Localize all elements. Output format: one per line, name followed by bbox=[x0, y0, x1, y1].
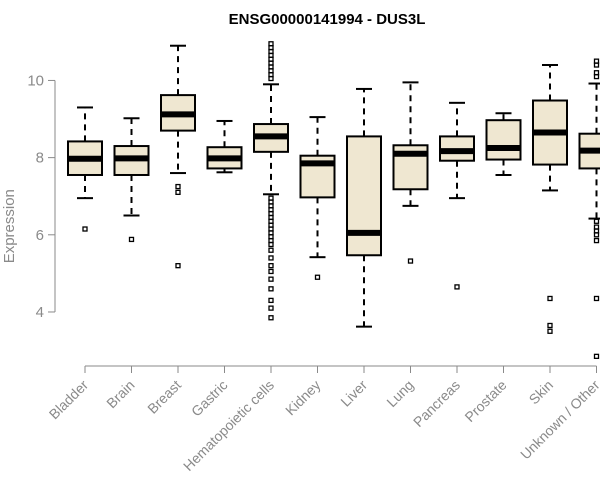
box-group bbox=[299, 116, 336, 280]
box-group bbox=[160, 44, 196, 269]
x-tick-label: Unknown / Other bbox=[517, 377, 600, 463]
outlier-point bbox=[593, 62, 600, 68]
outlier-point bbox=[547, 322, 553, 329]
x-tick-label: Brain bbox=[103, 377, 137, 411]
outlier-point bbox=[268, 75, 274, 82]
outlier-point bbox=[314, 274, 321, 280]
outlier-point bbox=[593, 237, 600, 244]
outlier-point bbox=[268, 247, 274, 253]
outlier-point bbox=[175, 263, 181, 269]
outlier-point bbox=[593, 218, 600, 224]
outlier-point bbox=[593, 353, 600, 360]
outlier-point bbox=[454, 284, 460, 290]
box-group bbox=[206, 119, 243, 174]
outlier-point bbox=[82, 226, 88, 232]
outlier-point bbox=[407, 258, 414, 264]
outlier-point bbox=[547, 328, 553, 334]
outlier-point bbox=[593, 295, 600, 302]
outlier-point bbox=[175, 189, 181, 196]
box-group bbox=[532, 64, 568, 334]
x-tick-label: Skin bbox=[526, 377, 557, 408]
box bbox=[346, 135, 382, 257]
y-tick-label: 8 bbox=[36, 150, 44, 167]
y-tick-label: 4 bbox=[36, 304, 44, 321]
box-group bbox=[113, 117, 150, 243]
y-tick-label: 10 bbox=[27, 72, 44, 89]
y-tick-label: 6 bbox=[36, 227, 44, 244]
outlier-point bbox=[268, 263, 274, 269]
box bbox=[485, 119, 522, 161]
box-group bbox=[67, 106, 103, 232]
outlier-point bbox=[268, 315, 274, 321]
outlier-point bbox=[128, 236, 135, 243]
box-group bbox=[346, 87, 382, 328]
chart-title: ENSG00000141994 - DUS3L bbox=[229, 11, 426, 28]
outlier-point bbox=[593, 232, 600, 238]
x-tick-label: Hematopoietic cells bbox=[180, 377, 277, 474]
y-axis: 4 6 8 10 bbox=[27, 72, 56, 321]
outlier-point bbox=[593, 73, 600, 80]
box-group bbox=[439, 101, 475, 290]
boxes-layer bbox=[67, 41, 600, 360]
outlier-point bbox=[268, 255, 274, 261]
box-group bbox=[253, 41, 289, 321]
outlier-point bbox=[268, 305, 274, 311]
x-tick-label: Prostate bbox=[461, 377, 509, 425]
outlier-point bbox=[268, 241, 274, 248]
outlier-point bbox=[268, 297, 274, 304]
outlier-point bbox=[268, 268, 274, 275]
x-tick-label: Pancreas bbox=[410, 377, 463, 430]
box-group bbox=[485, 112, 522, 176]
outlier-point bbox=[175, 183, 181, 190]
outlier-point bbox=[547, 295, 553, 302]
x-tick-label: Breast bbox=[144, 377, 184, 417]
box-group bbox=[392, 81, 429, 264]
outlier-point bbox=[268, 286, 274, 292]
x-tick-label: Kidney bbox=[282, 377, 324, 419]
x-tick-label: Lung bbox=[383, 377, 416, 410]
box-group bbox=[578, 58, 600, 360]
x-tick-label: Bladder bbox=[46, 377, 92, 423]
x-tick-label: Gastric bbox=[188, 377, 231, 420]
x-tick-label: Liver bbox=[337, 377, 370, 410]
y-axis-title: Expression bbox=[1, 189, 18, 263]
outlier-point bbox=[268, 276, 274, 282]
